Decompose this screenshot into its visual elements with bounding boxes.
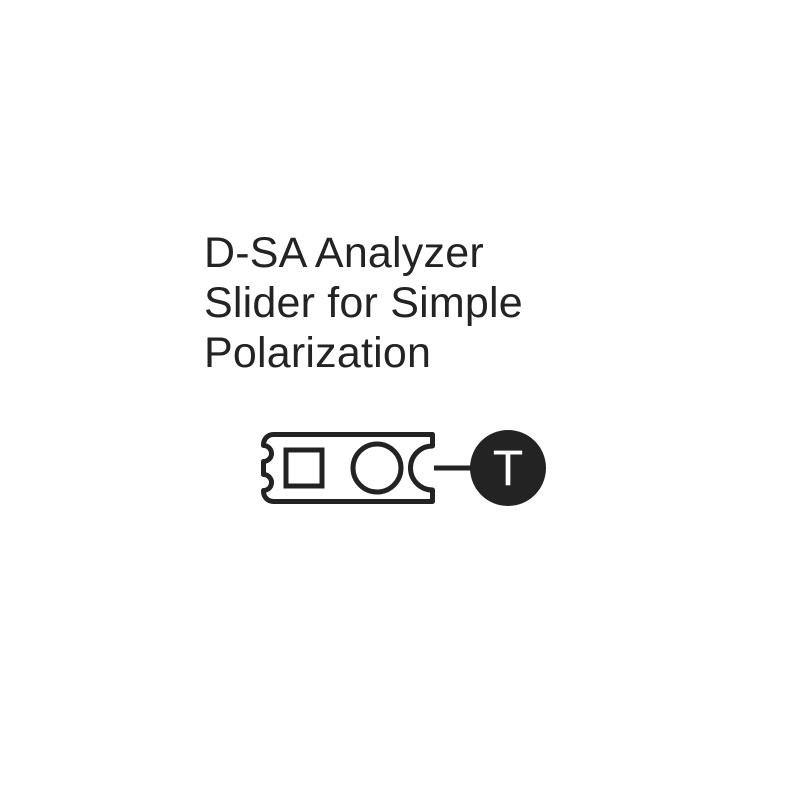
- slider-outline-icon: [260, 431, 436, 505]
- t-badge-letter: T: [493, 443, 524, 493]
- title-line-3: Polarization: [204, 328, 523, 378]
- t-badge: T: [470, 430, 546, 506]
- connector-line-icon: [434, 465, 472, 471]
- slider-diagram: T: [260, 430, 546, 506]
- title-line-1: D-SA Analyzer: [204, 228, 523, 278]
- title-line-2: Slider for Simple: [204, 278, 523, 328]
- product-title: D-SA Analyzer Slider for Simple Polariza…: [204, 228, 523, 378]
